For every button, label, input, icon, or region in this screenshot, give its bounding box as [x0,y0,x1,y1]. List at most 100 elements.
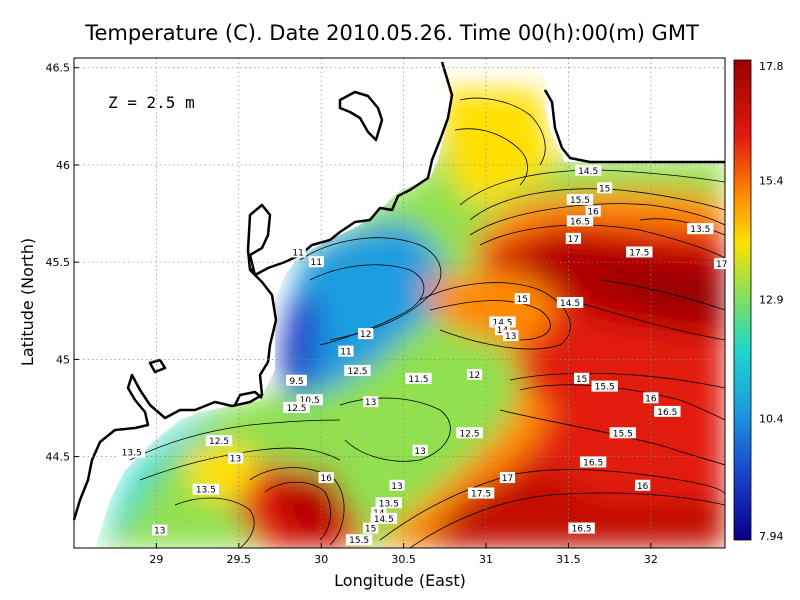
contour-label-text: 15.5 [349,536,369,546]
x-axis-ticks: 29 29.5 30 30.5 31 31.5 32 [149,543,658,566]
contour-label: 14.5 [575,164,602,177]
coastline [72,61,725,521]
contour-label: 13 [227,452,244,465]
contour-label-background [205,435,233,447]
contour-label: 12 [358,328,374,340]
contour-label-text: 12 [469,371,480,381]
contour-label: 16.5 [579,456,607,468]
contour-label-background [634,479,651,491]
contour-label: 15.5 [609,427,637,439]
contour-label-background [514,293,530,305]
contour-label: 15.5 [345,534,373,546]
contour-label: 13.5 [687,223,714,235]
contour-label-text: 16 [645,394,657,404]
contour-label-background [626,246,653,258]
colorbar [733,59,752,541]
contour-label-text: 17 [716,260,727,270]
contour-label-background [489,316,516,328]
contour-label: 11 [308,256,324,268]
contour-label-text: 11 [292,248,303,258]
contour-label-text: 13 [391,482,402,492]
contour-label-background [389,479,405,491]
contour-label: 15.5 [591,380,618,393]
contour-label: 17 [499,472,516,484]
contour-label-text: 16.5 [657,408,677,418]
contour-label-text: 16.5 [572,525,592,535]
colorbar-tick-label: 10.4 [759,413,784,426]
contour-label-background [290,246,306,258]
contour-label-text: 15 [517,295,528,305]
contour-label-text: 15.5 [570,196,590,206]
colorbar-ticks: 17.8 15.4 12.9 10.4 7.94 [759,60,784,543]
contour-label: 13.5 [192,483,220,496]
x-tick-label: 30.5 [391,553,416,566]
contour-label-text: 17.5 [471,490,491,500]
land-area-west [74,58,450,548]
depth-annotation: Z = 2.5 m [108,93,195,112]
contour-label-background [499,472,516,483]
contour-label: 13.5 [375,497,402,509]
contour-label-text: 14.5 [492,318,512,328]
contour-label-background [456,427,483,439]
x-tick-label: 31.5 [556,553,581,566]
contour-label: 12 [466,368,483,381]
contour-label-background [412,444,428,456]
contour-label-text: 13 [505,332,516,342]
contour-label: 14.5 [489,316,516,328]
contour-label: 13 [363,396,379,408]
contour-label-text: 12 [360,330,371,340]
contour-label-text: 15 [365,525,376,535]
chart-title: Temperature (C). Date 2010.05.26. Time 0… [84,21,699,45]
contour-label-background [585,205,601,217]
contour-label-text: 13.5 [690,225,710,235]
contour-label: 10.5 [296,394,323,406]
contour-label-text: 12.5 [347,367,367,377]
contour-label-text: 16.5 [570,217,590,227]
contour-label: 11 [290,246,306,258]
x-tick-label: 32 [644,553,658,566]
contour-label-background [467,487,495,499]
contour-label-background [494,324,511,336]
contour-label: 15 [574,372,590,385]
contour-label: 14 [494,324,511,336]
contour-label-text: 17 [568,235,579,245]
contour-label-text: 16 [587,208,599,218]
contour-label: 13.5 [118,446,145,459]
contour-label-background [308,256,324,268]
contour-label-background [338,345,354,357]
contour-label-background [609,427,637,439]
contour-label-background [466,368,483,380]
contour-label: 16 [318,472,334,484]
contour-label-background [591,380,618,392]
contour-label: 13 [152,524,168,537]
land-area-north [540,58,725,162]
contour-label-text: 12.5 [286,404,306,414]
contour-label: 16.5 [654,405,681,418]
contour-label: 17 [565,232,581,245]
contour-label-background [405,372,432,384]
contour-label: 11 [338,345,354,358]
contour-label: 13 [503,330,519,342]
contour-label-text: 13 [365,398,376,408]
contour-label-background [568,522,595,534]
contour-label-text: 11.5 [408,375,428,385]
x-tick-label: 29 [149,553,163,566]
contour-label-background [344,365,371,377]
contour-label-text: 11 [340,348,351,358]
contour-label: 12.5 [456,427,483,439]
contour-label-text: 13 [414,447,425,457]
y-tick-label: 44.5 [46,451,71,464]
contour-label-background [152,524,168,536]
contour-label-background [370,512,398,524]
contour-label-text: 16.5 [583,458,603,468]
contour-label-background [597,182,613,194]
contour-label-background [363,522,379,534]
colorbar-tick-label: 17.8 [759,60,784,73]
contour-label-text: 13 [230,455,241,465]
contour-label-text: 11 [311,258,322,268]
colorbar-tick-label: 7.94 [759,530,784,543]
contour-label: 13 [389,479,405,492]
contour-label: 17.5 [467,487,495,500]
y-tick-label: 46.5 [46,62,71,75]
contour-label-text: 10.5 [300,396,320,406]
